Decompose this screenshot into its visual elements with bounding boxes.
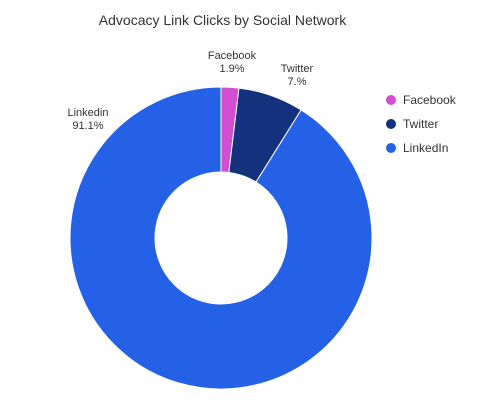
chart-title: Advocacy Link Clicks by Social Network bbox=[98, 12, 347, 28]
legend-label-twitter: Twitter bbox=[403, 117, 439, 131]
legend-label-linkedin: LinkedIn bbox=[403, 141, 449, 155]
slice-label-facebook: Facebook bbox=[208, 50, 257, 62]
slice-value-linkedin: 91.1% bbox=[72, 120, 103, 132]
slice-label-twitter: Twitter bbox=[281, 63, 314, 75]
slice-value-twitter: 7.% bbox=[288, 76, 307, 88]
legend-marker-linkedin bbox=[386, 143, 396, 153]
legend-item-twitter[interactable]: Twitter bbox=[386, 112, 456, 136]
legend-item-facebook[interactable]: Facebook bbox=[386, 88, 456, 112]
legend: Facebook Twitter LinkedIn bbox=[386, 88, 456, 160]
slice-label-linkedin: Linkedin bbox=[68, 107, 109, 119]
slice-value-facebook: 1.9% bbox=[219, 63, 244, 75]
legend-marker-twitter bbox=[386, 119, 396, 129]
legend-marker-facebook bbox=[386, 95, 396, 105]
legend-item-linkedin[interactable]: LinkedIn bbox=[386, 136, 456, 160]
legend-label-facebook: Facebook bbox=[403, 93, 456, 107]
slice-linkedin[interactable] bbox=[69, 86, 373, 390]
